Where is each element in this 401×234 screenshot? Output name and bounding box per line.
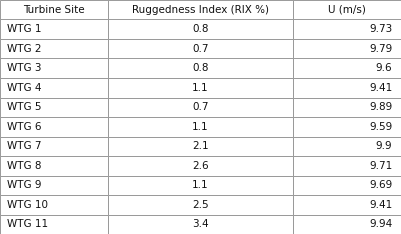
Text: 9.9: 9.9 — [376, 141, 392, 151]
Text: WTG 9: WTG 9 — [7, 180, 42, 190]
Text: 2.1: 2.1 — [192, 141, 209, 151]
Text: 2.5: 2.5 — [192, 200, 209, 210]
Text: WTG 10: WTG 10 — [7, 200, 48, 210]
Bar — [293, 215, 401, 234]
Bar — [0, 176, 108, 195]
Bar — [0, 58, 108, 78]
Text: 2.6: 2.6 — [192, 161, 209, 171]
Bar — [0, 215, 108, 234]
Bar — [293, 19, 401, 39]
Bar — [108, 117, 293, 136]
Bar — [108, 215, 293, 234]
Bar — [0, 19, 108, 39]
Text: WTG 6: WTG 6 — [7, 122, 42, 132]
Text: 9.73: 9.73 — [369, 24, 392, 34]
Bar — [108, 195, 293, 215]
Bar — [108, 98, 293, 117]
Bar — [0, 195, 108, 215]
Text: 9.41: 9.41 — [369, 200, 392, 210]
Bar — [293, 58, 401, 78]
Text: 0.8: 0.8 — [192, 63, 209, 73]
Bar — [0, 117, 108, 136]
Bar — [0, 78, 108, 98]
Text: 1.1: 1.1 — [192, 122, 209, 132]
Text: 9.79: 9.79 — [369, 44, 392, 54]
Bar — [0, 156, 108, 176]
Bar — [108, 78, 293, 98]
Bar — [293, 176, 401, 195]
Bar — [293, 98, 401, 117]
Bar — [108, 176, 293, 195]
Text: 9.89: 9.89 — [369, 102, 392, 112]
Bar — [0, 0, 108, 19]
Bar — [108, 39, 293, 58]
Text: WTG 3: WTG 3 — [7, 63, 42, 73]
Bar — [108, 136, 293, 156]
Bar — [108, 0, 293, 19]
Bar — [0, 98, 108, 117]
Bar — [108, 156, 293, 176]
Text: 9.41: 9.41 — [369, 83, 392, 93]
Text: WTG 1: WTG 1 — [7, 24, 42, 34]
Bar — [293, 117, 401, 136]
Text: Ruggedness Index (RIX %): Ruggedness Index (RIX %) — [132, 5, 269, 15]
Bar — [293, 195, 401, 215]
Text: 9.71: 9.71 — [369, 161, 392, 171]
Bar — [293, 39, 401, 58]
Bar — [108, 19, 293, 39]
Text: WTG 5: WTG 5 — [7, 102, 42, 112]
Text: 1.1: 1.1 — [192, 180, 209, 190]
Text: 9.94: 9.94 — [369, 219, 392, 229]
Bar — [293, 78, 401, 98]
Text: 0.8: 0.8 — [192, 24, 209, 34]
Bar — [293, 0, 401, 19]
Text: WTG 4: WTG 4 — [7, 83, 42, 93]
Bar — [293, 136, 401, 156]
Text: U (m/s): U (m/s) — [328, 5, 366, 15]
Text: 3.4: 3.4 — [192, 219, 209, 229]
Text: WTG 8: WTG 8 — [7, 161, 42, 171]
Text: WTG 7: WTG 7 — [7, 141, 42, 151]
Bar — [108, 58, 293, 78]
Bar — [293, 156, 401, 176]
Text: WTG 11: WTG 11 — [7, 219, 49, 229]
Text: 9.59: 9.59 — [369, 122, 392, 132]
Text: 1.1: 1.1 — [192, 83, 209, 93]
Bar — [0, 136, 108, 156]
Bar — [0, 39, 108, 58]
Text: WTG 2: WTG 2 — [7, 44, 42, 54]
Text: Turbine Site: Turbine Site — [23, 5, 85, 15]
Text: 9.6: 9.6 — [376, 63, 392, 73]
Text: 0.7: 0.7 — [192, 44, 209, 54]
Text: 9.69: 9.69 — [369, 180, 392, 190]
Text: 0.7: 0.7 — [192, 102, 209, 112]
